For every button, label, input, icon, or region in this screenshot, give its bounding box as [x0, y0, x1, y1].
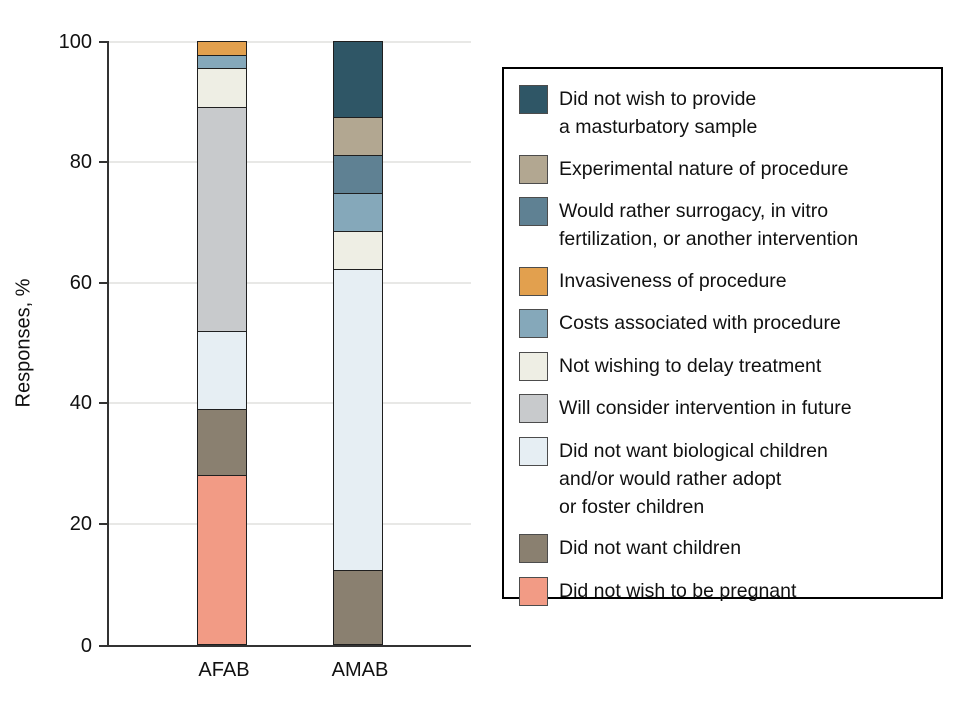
legend-item: Costs associated with procedure	[519, 309, 929, 338]
legend-item: Not wishing to delay treatment	[519, 351, 929, 381]
legend-item-label: Will consider intervention in future	[559, 397, 852, 419]
bar-segment	[333, 230, 383, 270]
y-tick-label-100: 100	[58, 31, 92, 53]
legend-swatch-not-pregnant	[519, 576, 548, 606]
bar-segment	[333, 154, 383, 194]
bar-segment	[333, 41, 383, 118]
y-tick-label-60: 60	[69, 271, 92, 294]
legend-item-label: Not wishing to delay treatment	[559, 354, 822, 377]
legend-item: Invasiveness of procedure	[519, 266, 929, 296]
y-axis-title: Responses, %	[12, 278, 35, 408]
y-tick-label-0: 0	[80, 635, 92, 657]
y-tick-label-40: 40	[69, 392, 92, 415]
y-tick-40	[99, 402, 107, 405]
bar-segment	[196, 67, 247, 109]
gridline-20	[109, 523, 471, 526]
y-tick-0	[99, 645, 107, 647]
legend-item-label: Did not want children	[559, 537, 742, 559]
legend-item-label: Invasiveness of procedure	[559, 269, 787, 292]
bar-segment	[333, 116, 383, 156]
legend-item: Did not want children	[519, 534, 929, 563]
legend-item: Experimental nature of procedure	[519, 154, 929, 184]
y-tick-label-80: 80	[69, 150, 92, 173]
bar-segment	[196, 106, 247, 332]
y-tick-60	[99, 281, 107, 284]
legend-item: Would rather surrogacy, in vitro fertili…	[519, 197, 929, 253]
legend-swatch-surrogacy-ivf	[519, 197, 548, 226]
bar-segment	[196, 474, 247, 645]
y-tick-label-20: 20	[69, 513, 92, 536]
bar-segment	[333, 192, 383, 232]
y-tick-80	[99, 160, 107, 163]
legend-item: Did not want biological children and/or …	[519, 436, 929, 521]
legend-item: Did not wish to be pregnant	[519, 576, 929, 606]
legend-box: Did not wish to provide a masturbatory s…	[502, 67, 943, 606]
legend-swatch-consider-future	[519, 394, 548, 423]
gridline-60	[109, 281, 471, 284]
bar-segment	[196, 408, 247, 476]
plot-area: 0 20 40 60 80 100 AFAB AMAB	[59, 31, 471, 681]
bar-afab	[196, 41, 247, 645]
gridline-80	[109, 160, 471, 163]
bar-segment	[196, 41, 247, 56]
legend-swatch-costs	[519, 309, 548, 338]
legend-item: Will consider intervention in future	[519, 394, 929, 423]
gridline-100	[109, 41, 471, 43]
bar-segment	[333, 569, 383, 645]
x-category-label-afab: AFAB	[198, 659, 250, 681]
legend-item-label: Did not wish to provide a masturbatory s…	[559, 88, 758, 138]
bar-segment	[333, 268, 383, 572]
legend-item: Did not wish to provide a masturbatory s…	[519, 85, 929, 141]
y-tick-20	[99, 523, 107, 526]
legend-item-label: Did not want biological children and/or …	[559, 439, 828, 518]
legend-item-label: Costs associated with procedure	[559, 312, 841, 334]
gridline-40	[109, 402, 471, 405]
legend-swatch-experimental-nature	[519, 154, 548, 184]
y-tick-100	[99, 41, 107, 43]
bar-amab	[333, 41, 383, 645]
bar-segment	[196, 330, 247, 411]
legend-item-label: Did not wish to be pregnant	[559, 579, 797, 602]
legend-swatch-no-children	[519, 534, 548, 563]
legend-item-label: Experimental nature of procedure	[559, 157, 849, 180]
legend-swatch-no-biological-children	[519, 436, 548, 466]
legend-swatch-masturbatory-sample	[519, 85, 548, 114]
bar-segment	[196, 54, 247, 70]
legend-item-label: Would rather surrogacy, in vitro fertili…	[559, 200, 859, 250]
legend-swatch-delay-treatment	[519, 351, 548, 381]
legend-swatch-invasiveness	[519, 266, 548, 296]
x-category-label-amab: AMAB	[331, 659, 389, 681]
